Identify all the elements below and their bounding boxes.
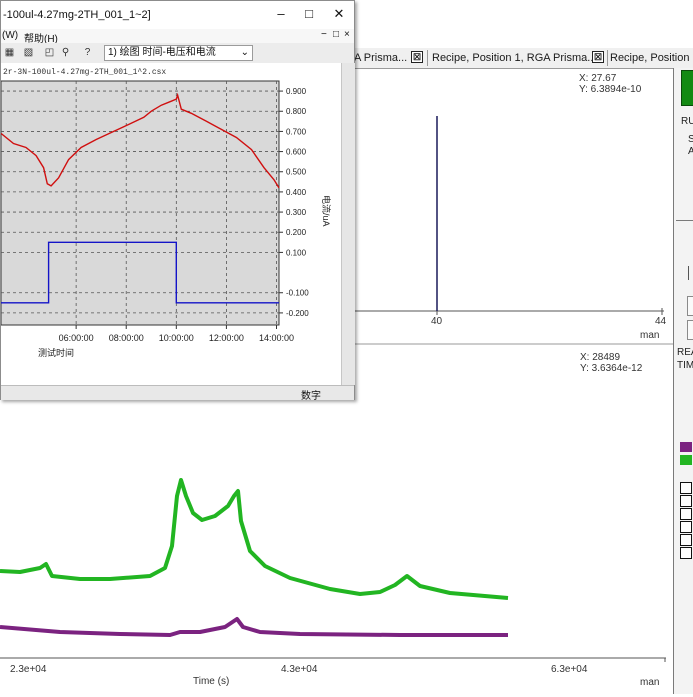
x-axis-label: Time (s) bbox=[193, 676, 230, 687]
mass-spectrum-svg bbox=[352, 116, 673, 345]
tick-label: 2.3e+04 bbox=[10, 664, 47, 675]
tab-bar: A Prisma... ☒ Recipe, Position 1, RGA Pr… bbox=[352, 48, 693, 69]
y-tick-label: 0.100 bbox=[286, 248, 307, 257]
y-tick-label: 0.700 bbox=[286, 127, 307, 136]
series-checkbox[interactable] bbox=[680, 482, 692, 494]
window-title-bar[interactable]: -100ul-4.27mg-2TH_001_1~2] – □ ✕ bbox=[1, 1, 354, 29]
panel-label-rea: REA bbox=[677, 347, 693, 358]
menu-bar: (W) 帮助(H) − □ × bbox=[1, 29, 354, 45]
tab-recipe-3[interactable]: Recipe, Position 1, bbox=[610, 50, 693, 66]
current-series-line bbox=[1, 92, 280, 189]
tick-label: 40 bbox=[431, 316, 443, 327]
tick-label: 6.3e+04 bbox=[551, 664, 588, 675]
mass-spectrum-plot: X: 27.67 Y: 6.3894e-10 40 44 man bbox=[352, 68, 673, 346]
tab-label: Recipe, Position 1, bbox=[610, 52, 693, 64]
tab-rga-prisma-1[interactable]: A Prisma... bbox=[354, 50, 407, 66]
series-checkbox[interactable] bbox=[680, 521, 692, 533]
y-tick-label: 0.500 bbox=[286, 168, 307, 177]
axis-unit: man bbox=[640, 330, 660, 341]
y-tick-label: 0.200 bbox=[286, 228, 307, 237]
graph-area: 2r-3N-100ul-4.27mg-2TH_001_1^2.csx 06:00… bbox=[1, 63, 341, 385]
cursor-x-readout: X: 28489 bbox=[580, 352, 621, 363]
panel-field[interactable] bbox=[687, 296, 693, 316]
y-tick-label: -0.100 bbox=[286, 289, 309, 298]
maximize-icon[interactable]: □ bbox=[305, 6, 313, 21]
tab-separator bbox=[427, 50, 428, 66]
time-trend-svg bbox=[0, 478, 666, 662]
y-tick-label: 0.800 bbox=[286, 107, 307, 116]
help-icon[interactable]: ? bbox=[84, 47, 91, 58]
menu-window[interactable]: (W) bbox=[2, 30, 19, 41]
chevron-down-icon: ⌄ bbox=[240, 47, 249, 58]
panel-label-tim: TIM bbox=[677, 360, 693, 371]
x-axis-label: 测试时间 bbox=[38, 347, 74, 358]
legend-swatch-purple bbox=[680, 442, 692, 452]
green-trace bbox=[0, 478, 509, 600]
voltage-current-chart: 06:00:00 08:00:00 10:00:00 12:00:00 14:00:00… bbox=[1, 80, 332, 358]
panel-label-a: A bbox=[688, 146, 693, 157]
cursor-y-readout: Y: 6.3894e-10 bbox=[579, 84, 642, 95]
tab-label: Recipe, Position 1, RGA Prisma... bbox=[432, 52, 597, 64]
plot-selector[interactable]: 1) 绘图 时间-电压和电流 ⌄ bbox=[104, 45, 253, 61]
panel-field[interactable] bbox=[687, 320, 693, 340]
y-tick-label: -0.200 bbox=[286, 309, 309, 318]
x-tick-label: 10:00:00 bbox=[159, 333, 194, 343]
tab-close-icon[interactable]: ☒ bbox=[592, 51, 604, 63]
panel-label-ru: RU bbox=[681, 116, 693, 127]
x-tick-label: 06:00:00 bbox=[59, 333, 94, 343]
zoom-icon[interactable]: ⚲ bbox=[61, 47, 70, 58]
x-tick-label: 12:00:00 bbox=[209, 333, 244, 343]
y-tick-label: 0.900 bbox=[286, 87, 307, 96]
status-mode: 数字 bbox=[301, 391, 321, 402]
graph-icon[interactable]: ◰ bbox=[44, 47, 55, 58]
panel-label-s: S bbox=[688, 134, 693, 145]
right-side-panel: RU S A REA TIM bbox=[673, 68, 693, 694]
tick-label: 44 bbox=[655, 316, 667, 327]
tick-label: 4.3e+04 bbox=[281, 664, 318, 675]
status-bar: 数字 bbox=[1, 385, 354, 402]
minimize-icon[interactable]: – bbox=[277, 6, 285, 21]
vertical-scrollbar[interactable] bbox=[341, 63, 355, 385]
series-checkbox[interactable] bbox=[680, 508, 692, 520]
plot-frame bbox=[1, 80, 280, 326]
x-tick-label: 08:00:00 bbox=[109, 333, 144, 343]
series-checkbox[interactable] bbox=[680, 495, 692, 507]
y-tick-label: 0.600 bbox=[286, 148, 307, 157]
y-tick-label: 0.300 bbox=[286, 208, 307, 217]
voltage-series-line bbox=[1, 241, 279, 304]
series-checkbox[interactable] bbox=[680, 547, 692, 559]
table-icon[interactable]: ▧ bbox=[23, 47, 34, 58]
cursor-x-readout: X: 27.67 bbox=[579, 73, 617, 84]
graph-header: 2r-3N-100ul-4.27mg-2TH_001_1^2.csx bbox=[3, 68, 167, 77]
plot-selector-value: 1) 绘图 时间-电压和电流 bbox=[108, 47, 216, 58]
tab-label: A Prisma... bbox=[354, 52, 408, 64]
graph-window: -100ul-4.27mg-2TH_001_1~2] – □ ✕ (W) 帮助(… bbox=[0, 0, 355, 402]
run-button[interactable] bbox=[681, 70, 693, 106]
time-trend-plot: X: 28489 Y: 3.6364e-12 2.3e+04 4.3e+04 6… bbox=[0, 346, 673, 694]
y-axis-label: 电流/uA bbox=[321, 195, 332, 227]
cursor-y-readout: Y: 3.6364e-12 bbox=[580, 363, 643, 374]
x-tick-label: 14:00:00 bbox=[259, 333, 294, 343]
close-icon[interactable]: ✕ bbox=[333, 6, 345, 21]
tab-rga-prisma-2[interactable]: Recipe, Position 1, RGA Prisma... bbox=[432, 50, 596, 66]
legend-swatch-green bbox=[680, 455, 692, 465]
menu-help[interactable]: 帮助(H) bbox=[24, 34, 58, 45]
child-close-icon[interactable]: × bbox=[344, 29, 350, 40]
save-icon[interactable]: ▦ bbox=[4, 47, 15, 58]
series-checkbox[interactable] bbox=[680, 534, 692, 546]
tab-separator bbox=[607, 50, 608, 66]
window-title: -100ul-4.27mg-2TH_001_1~2] bbox=[3, 9, 151, 21]
tab-close-icon[interactable]: ☒ bbox=[411, 51, 423, 63]
panel-edge bbox=[688, 266, 693, 280]
panel-divider bbox=[676, 220, 693, 221]
axis-unit: man bbox=[640, 677, 660, 688]
purple-trace bbox=[0, 617, 508, 637]
y-tick-label: 0.400 bbox=[286, 188, 307, 197]
child-restore-icon[interactable]: □ bbox=[333, 29, 340, 40]
restore-icon[interactable]: − bbox=[321, 29, 327, 40]
